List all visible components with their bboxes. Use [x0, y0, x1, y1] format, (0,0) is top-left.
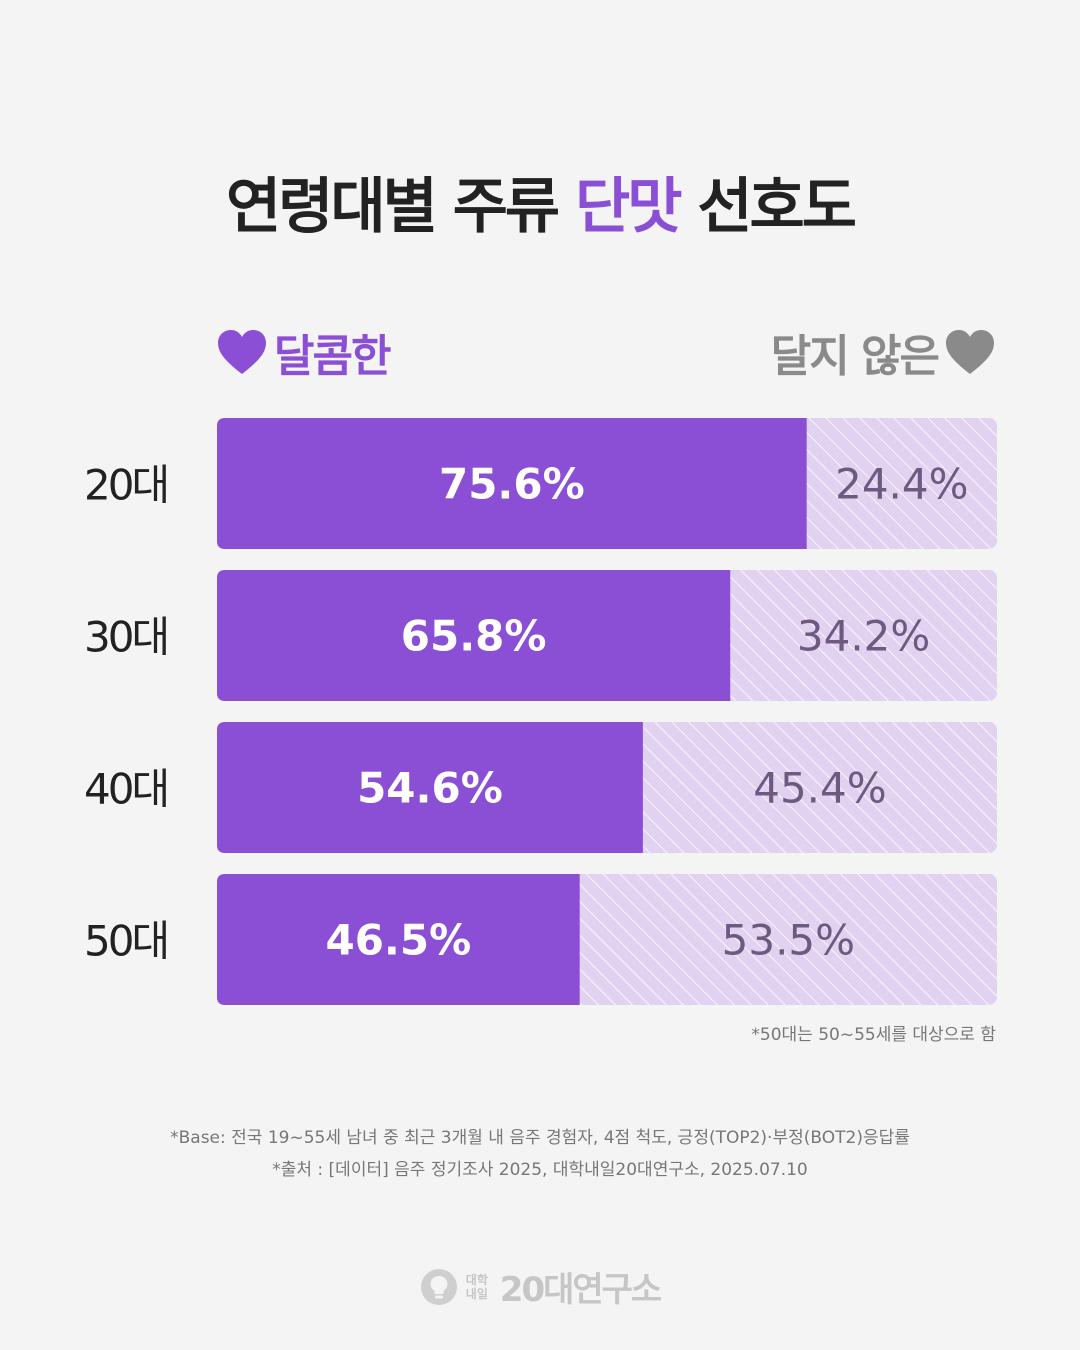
age-note: *50대는 50~55세를 대상으로 함: [751, 1025, 996, 1045]
category-label: 40대: [84, 765, 167, 814]
brand-small-top: 대학: [465, 1272, 488, 1287]
bar-not-sweet: [217, 874, 997, 1005]
bar-not-sweet: [217, 722, 997, 853]
heart-icon: [218, 330, 266, 374]
brand-name: 20대연구소: [499, 1270, 662, 1310]
category-label: 20대: [84, 461, 167, 510]
chart-title: 연령대별 주류 단맛 선호도: [0, 158, 1080, 245]
title-accent: 단맛: [575, 172, 682, 242]
title-suffix: 선호도: [697, 172, 857, 242]
bar-sweet: [217, 722, 643, 853]
source-note: *출처 : [데이터] 음주 정기조사 2025, 대학내일20대연구소, 20…: [272, 1160, 808, 1180]
bar-sweet: [217, 570, 731, 701]
legend-sweet-label: 달콤한: [274, 331, 391, 382]
category-label: 50대: [84, 917, 167, 966]
lightbulb-icon: [420, 1268, 457, 1305]
data-label-sweet: 46.5%: [325, 916, 471, 965]
data-label-sweet: 54.6%: [357, 764, 503, 813]
brand-small-bottom: 내일: [465, 1286, 488, 1301]
legend-sweet: 달콤한: [216, 322, 391, 382]
data-label-not-sweet: 24.4%: [835, 460, 968, 509]
category-label: 30대: [84, 613, 167, 662]
data-label-sweet: 65.8%: [401, 612, 547, 661]
title-prefix: 연령대별 주류: [226, 172, 560, 242]
data-label-not-sweet: 53.5%: [722, 916, 855, 965]
bar-not-sweet: [217, 570, 997, 701]
brand-logo: 대학 내일 20대연구소: [0, 1262, 1080, 1311]
bar-sweet: [217, 418, 807, 549]
data-label-not-sweet: 34.2%: [797, 612, 930, 661]
bar-sweet: [217, 874, 580, 1005]
legend-not-sweet-label: 달지 않은: [770, 331, 940, 382]
data-label-sweet: 75.6%: [439, 460, 585, 509]
base-note: *Base: 전국 19~55세 남녀 중 최근 3개월 내 음주 경험자, 4…: [170, 1128, 910, 1148]
brand-small-text: 대학 내일: [466, 1273, 496, 1301]
footer-notes: *Base: 전국 19~55세 남녀 중 최근 3개월 내 음주 경험자, 4…: [0, 1122, 1080, 1186]
legend-not-sweet: 달지 않은: [771, 322, 996, 382]
data-label-not-sweet: 45.4%: [753, 764, 886, 813]
heart-icon: [946, 330, 994, 374]
bar-not-sweet: [217, 418, 997, 549]
